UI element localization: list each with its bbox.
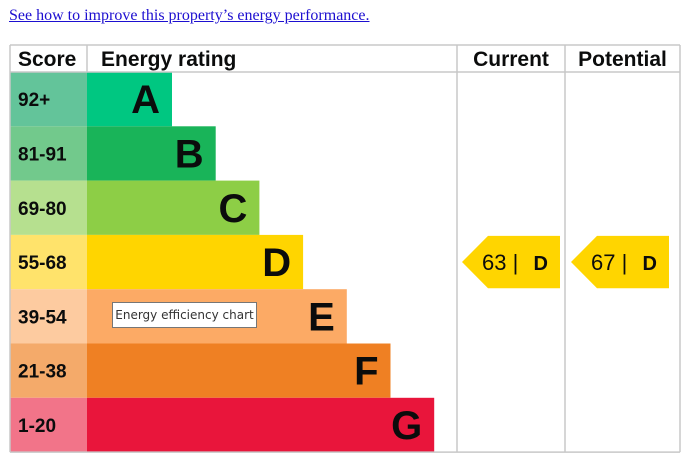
header-score: Score (18, 48, 76, 71)
current-rating-arrow (462, 235, 560, 289)
score-label-F: 21-38 (18, 362, 67, 383)
header-potential: Potential (578, 48, 667, 71)
score-cell-B (10, 126, 87, 181)
score-label-G: 1-20 (18, 416, 56, 437)
current-rating-letter: D (534, 253, 548, 275)
score-cell-G (10, 397, 87, 453)
potential-rating-letter: D (643, 253, 657, 275)
score-label-A: 92+ (18, 90, 50, 111)
score-label-E: 39-54 (18, 307, 67, 328)
potential-rating-arrow (571, 235, 669, 289)
score-label-D: 55-68 (18, 253, 67, 274)
rating-letter-E: E (308, 295, 335, 339)
rating-letter-C: C (219, 187, 248, 231)
score-label-B: 81-91 (18, 144, 67, 165)
rating-letter-F: F (354, 350, 378, 394)
rating-letter-A: A (131, 78, 160, 122)
header-current: Current (473, 48, 549, 71)
header-energy-rating: Energy rating (101, 48, 236, 71)
potential-score-label: 67 | (591, 250, 627, 275)
score-cell-A (10, 72, 87, 127)
rating-bar-D (87, 234, 304, 290)
score-cell-E (10, 289, 87, 344)
score-cell-F (10, 343, 87, 398)
rating-bar-B (87, 126, 216, 181)
current-score-label: 63 | (482, 250, 518, 275)
rating-letter-B: B (175, 132, 204, 176)
improve-energy-link[interactable]: See how to improve this property’s energ… (9, 7, 370, 24)
rating-bar-F (87, 343, 391, 398)
tooltip: Energy efficiency chart (112, 302, 257, 328)
rating-letter-D: D (262, 241, 291, 285)
rating-bar-G (87, 397, 435, 453)
score-label-C: 69-80 (18, 199, 67, 220)
rating-bar-A (87, 72, 172, 127)
rating-bar-C (87, 180, 260, 235)
score-cell-D (10, 234, 87, 290)
score-cell-C (10, 180, 87, 235)
rating-letter-G: G (391, 404, 422, 448)
